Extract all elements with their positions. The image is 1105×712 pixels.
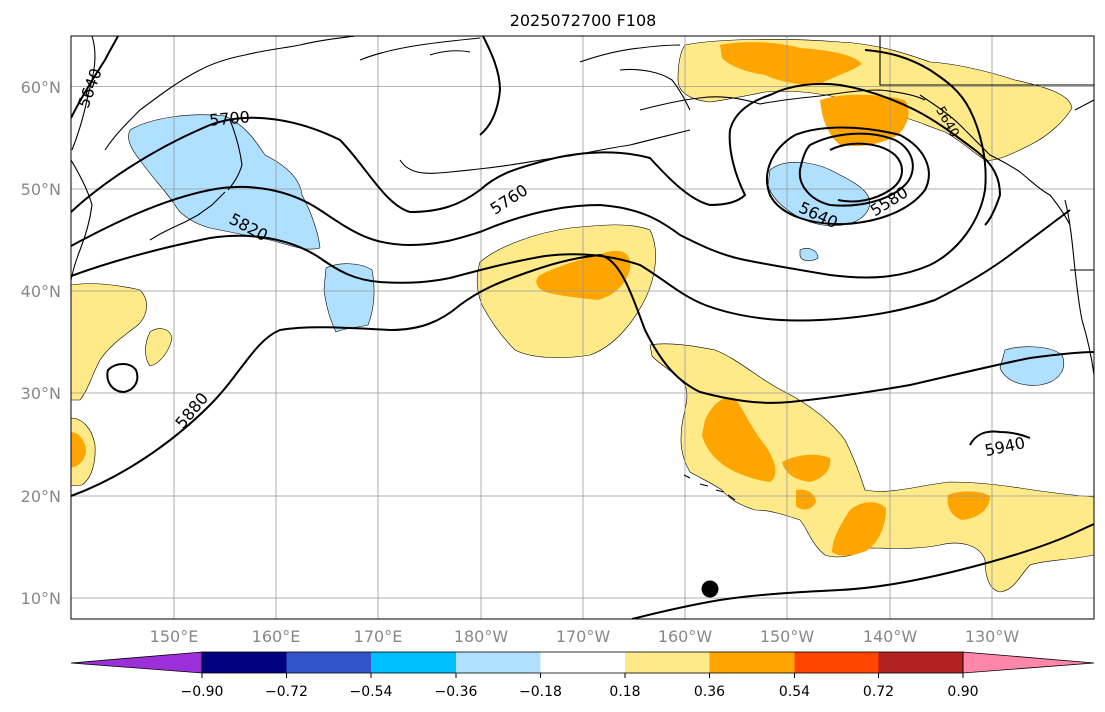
graticule [71, 36, 1094, 619]
pos-mid-hawaii-3 [796, 489, 816, 510]
contour-5700 [71, 82, 1002, 226]
lon-label: 150°E [150, 627, 199, 646]
colorbar: −0.90 −0.72 −0.54 −0.36 −0.18 0.18 0.36 … [70, 651, 1095, 700]
lon-label: 130°W [965, 627, 1020, 646]
colorbar-bin [286, 652, 371, 673]
contour-5640-ring [766, 126, 930, 226]
coast-panhandle [919, 94, 1071, 226]
pos-mid-alaska-2 [820, 94, 909, 147]
colorbar-bin [709, 652, 795, 673]
colorbar-extend-high [962, 651, 1095, 674]
contour-5940 [969, 430, 1031, 446]
pos-area-west-edge [71, 283, 147, 401]
colorbar-tick-label: 0.36 [694, 684, 725, 700]
colorbar-tick-label: −0.18 [519, 684, 562, 700]
lat-label: 40°N [21, 282, 61, 301]
colorbar-bin [794, 652, 879, 673]
lat-label: 50°N [21, 180, 61, 199]
coast-japan [71, 159, 93, 281]
colorbar-tick-label: −0.36 [435, 684, 478, 700]
colorbar-bin [625, 652, 710, 673]
coast-alaska-gulf [699, 89, 926, 105]
coast-kuril-chain [149, 191, 226, 241]
neg-area-small [799, 248, 819, 262]
pos-mid-hawaii-5 [947, 491, 990, 520]
pos-mid-west [71, 432, 86, 468]
lat-label: 30°N [21, 384, 61, 403]
lat-label: 10°N [21, 589, 61, 608]
contour-5580-ring [798, 132, 914, 207]
colorbar-tick-label: 0.54 [779, 684, 810, 700]
colorbar-bin [202, 652, 287, 673]
colorbar-bin [878, 652, 963, 673]
lat-label: 60°N [21, 78, 61, 97]
contour-5640-north [479, 36, 502, 136]
coast-hawaii [683, 474, 736, 501]
pos-area-west-small [145, 328, 173, 367]
plot-frame [70, 35, 1095, 620]
coast-alaska-west [579, 44, 701, 111]
coast-aleutians [399, 129, 691, 174]
pos-mid-hawaii-2 [782, 454, 831, 482]
lon-label: 160°E [252, 627, 301, 646]
coast-bc-wash [1064, 199, 1094, 376]
contour-5820 [71, 209, 1071, 322]
coast-kamchatka-peninsula [227, 119, 243, 191]
lon-label: 170°W [556, 627, 611, 646]
lon-label: 140°W [863, 627, 918, 646]
colorbar-ticks [201, 673, 964, 678]
coast-chukotka [359, 37, 481, 61]
colorbar-bin [371, 652, 456, 673]
map-title: 2025072700 F108 [510, 11, 657, 30]
coastlines [71, 36, 1094, 501]
contour-5640-inner [829, 142, 903, 203]
colorbar-extend-low [70, 651, 203, 674]
lon-label: 180°W [454, 627, 509, 646]
colorbar-tick-label: −0.54 [350, 684, 393, 700]
pos-mid-hawaii-1 [702, 397, 776, 482]
colorbar-tick-label: 0.72 [863, 684, 894, 700]
coast-kamchatka [71, 36, 356, 151]
height-contours [71, 36, 1094, 619]
colorbar-bin [456, 652, 541, 673]
pos-mid-hawaii-4 [832, 502, 886, 556]
colorbar-tick-label: 0.90 [947, 684, 978, 700]
colorbar-tick-label: −0.90 [181, 684, 224, 700]
pos-mid-alaska-1 [720, 42, 862, 85]
lon-label: 150°W [760, 627, 815, 646]
neg-area-california [999, 346, 1064, 386]
lon-label: 170°E [354, 627, 403, 646]
longitude-labels: 150°E 160°E 170°E 180°W 170°W 160°W 150°… [150, 627, 1020, 646]
contour-5640-west [71, 36, 119, 119]
colorbar-bin [540, 652, 625, 673]
contour-5760 [71, 49, 987, 279]
contour-label: 5700 [208, 107, 250, 129]
map-panel: 5640 5700 5820 5760 5880 5640 5580 5940 … [71, 36, 1094, 619]
contour-5880 [71, 253, 1094, 497]
colorbar-tick-labels: −0.90 −0.72 −0.54 −0.36 −0.18 0.18 0.36 … [181, 684, 979, 700]
colorbar-tick-label: −0.72 [265, 684, 308, 700]
colorbar-outline [201, 651, 964, 674]
medium-positive-anomaly-areas [71, 42, 990, 556]
pos-area-hawaii-band [649, 343, 1094, 593]
neg-area-midpac [323, 263, 375, 333]
contour-south [631, 523, 1094, 619]
colorbar-tick-label: 0.18 [609, 684, 640, 700]
contour-5880-small-ring [106, 363, 139, 394]
neg-area-gulf-low [767, 161, 870, 227]
latitude-labels: 60°N 50°N 40°N 30°N 20°N 10°N [21, 78, 61, 608]
location-marker [701, 580, 719, 598]
lon-label: 160°W [658, 627, 713, 646]
lat-label: 20°N [21, 487, 61, 506]
